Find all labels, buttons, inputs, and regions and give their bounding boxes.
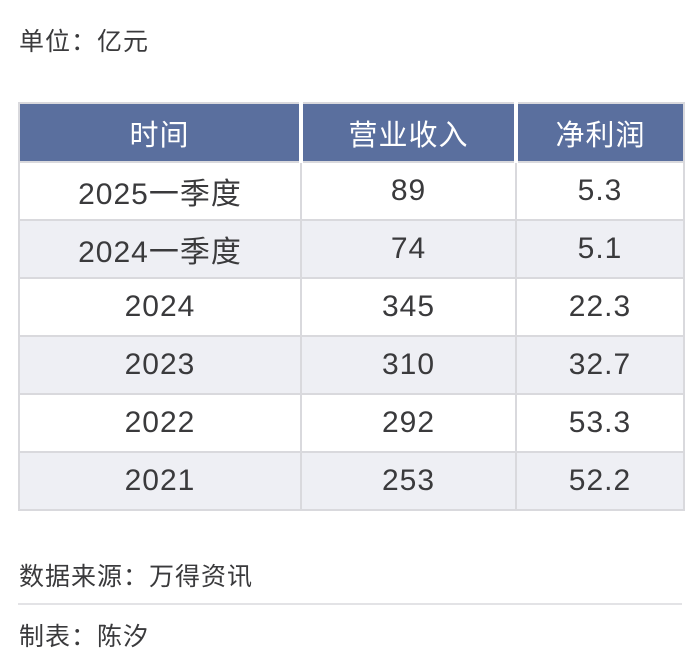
table-body: 2025一季度 89 5.3 2024一季度 74 5.1 2024 345 22.3 2023 3… [19,161,684,510]
data-table: 时间 营业收入 净利润 2025一季度 89 5.3 2024一季度 74 5.1 2024… [18,102,685,511]
table-cell: 310 [301,335,517,394]
table-cell: 2025一季度 [19,161,302,220]
table-cell: 53.3 [516,393,684,452]
table-row: 2023 310 32.7 [19,335,684,394]
table-header-row: 时间 营业收入 净利润 [19,103,684,162]
table-cell: 52.2 [516,451,684,510]
header-cell-profit: 净利润 [516,103,684,162]
table-cell: 2023 [19,335,302,394]
table-cell: 22.3 [516,277,684,336]
table-cell: 2024 [19,277,302,336]
table-cell: 74 [301,219,517,278]
table-cell: 292 [301,393,517,452]
table-row: 2024 345 22.3 [19,277,684,336]
table-cell: 5.3 [516,161,684,220]
table-cell: 32.7 [516,335,684,394]
author-label: 制表：陈汐 [19,623,150,651]
table-cell: 253 [301,451,517,510]
divider [18,603,682,605]
header-cell-time: 时间 [19,103,303,162]
table-row: 2024一季度 74 5.1 [19,219,684,278]
source-label: 数据来源：万得资讯 [19,563,254,591]
table-row: 2022 292 53.3 [19,393,684,452]
table-cell: 5.1 [516,219,684,278]
table-row: 2021 253 52.2 [19,451,684,510]
table-row: 2025一季度 89 5.3 [19,161,684,220]
table-cell: 2024一季度 [19,219,302,278]
table-cell: 2022 [19,393,302,452]
table-cell: 89 [301,161,517,220]
unit-label: 单位：亿元 [19,28,150,56]
table-cell: 2021 [19,451,302,510]
header-cell-revenue: 营业收入 [301,103,518,162]
table-cell: 345 [301,277,517,336]
